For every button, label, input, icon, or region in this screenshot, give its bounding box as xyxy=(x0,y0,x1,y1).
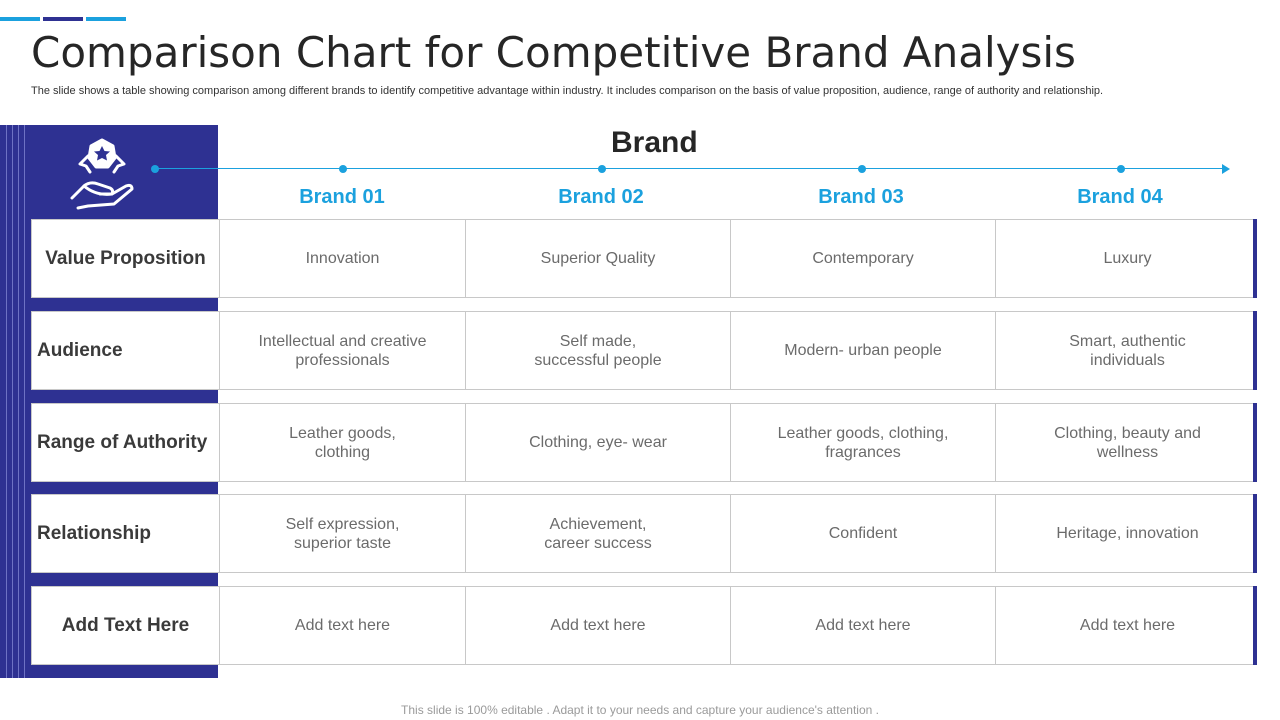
table-cell: Self expression, superior taste xyxy=(219,495,465,572)
table-cell: Superior Quality xyxy=(465,220,730,297)
brand-header: Brand 01 xyxy=(299,186,385,208)
brand-timeline xyxy=(155,168,1225,169)
footer-note: This slide is 100% editable . Adapt it t… xyxy=(401,703,879,717)
table-cell: Luxury xyxy=(995,220,1259,297)
table-cell: Heritage, innovation xyxy=(995,495,1259,572)
row-label: Relationship xyxy=(37,522,152,544)
table-cell: Add text here xyxy=(995,587,1259,664)
row-accent-bar xyxy=(1253,219,1257,298)
hand-holding-badge-icon xyxy=(70,138,134,210)
timeline-arrow-icon xyxy=(1222,164,1230,174)
row-accent-bar xyxy=(1253,586,1257,665)
table-cell: Leather goods, clothing xyxy=(219,404,465,481)
band-stripe xyxy=(24,125,25,678)
table-cell: Smart, authentic individuals xyxy=(995,312,1259,389)
brand-group-label: Brand xyxy=(611,126,698,159)
band-stripe xyxy=(18,125,19,678)
table-cell: Add text here xyxy=(730,587,995,664)
table-cell: Modern- urban people xyxy=(730,312,995,389)
timeline-dot xyxy=(598,165,606,173)
row-accent-bar xyxy=(1253,494,1257,573)
timeline-dot xyxy=(339,165,347,173)
table-row: Relationship Self expression, superior t… xyxy=(31,494,1257,573)
table-cell: Add text here xyxy=(465,587,730,664)
table-cell: Innovation xyxy=(219,220,465,297)
table-cell: Confident xyxy=(730,495,995,572)
table-cell: Intellectual and creative professionals xyxy=(219,312,465,389)
table-row: Value Proposition Innovation Superior Qu… xyxy=(31,219,1257,298)
table-cell: Achievement, career success xyxy=(465,495,730,572)
brand-header: Brand 03 xyxy=(818,186,904,208)
table-cell: Add text here xyxy=(219,587,465,664)
table-row: Range of Authority Leather goods, clothi… xyxy=(31,403,1257,482)
row-label: Value Proposition xyxy=(45,247,206,269)
table-cell: Self made, successful people xyxy=(465,312,730,389)
row-accent-bar xyxy=(1253,311,1257,390)
row-accent-bar xyxy=(1253,403,1257,482)
page-title: Comparison Chart for Competitive Brand A… xyxy=(31,28,1076,77)
row-label: Range of Authority xyxy=(37,431,208,453)
timeline-dot xyxy=(1117,165,1125,173)
table-cell: Leather goods, clothing, fragrances xyxy=(730,404,995,481)
page-subtitle: The slide shows a table showing comparis… xyxy=(31,85,1104,97)
timeline-dot xyxy=(151,165,159,173)
row-label: Add Text Here xyxy=(61,614,190,636)
brand-header: Brand 02 xyxy=(558,186,644,208)
accent-bar-2 xyxy=(43,17,83,21)
left-band xyxy=(0,125,218,678)
table-row: Audience Intellectual and creative profe… xyxy=(31,311,1257,390)
band-stripe xyxy=(6,125,7,678)
timeline-dot xyxy=(858,165,866,173)
row-label: Audience xyxy=(37,339,123,361)
brand-header: Brand 04 xyxy=(1077,186,1163,208)
accent-bar-3 xyxy=(86,17,126,21)
table-cell: Clothing, beauty and wellness xyxy=(995,404,1259,481)
band-stripe xyxy=(12,125,13,678)
accent-bar-1 xyxy=(0,17,40,21)
table-cell: Clothing, eye- wear xyxy=(465,404,730,481)
table-cell: Contemporary xyxy=(730,220,995,297)
table-row: Add Text Here Add text here Add text her… xyxy=(31,586,1257,665)
